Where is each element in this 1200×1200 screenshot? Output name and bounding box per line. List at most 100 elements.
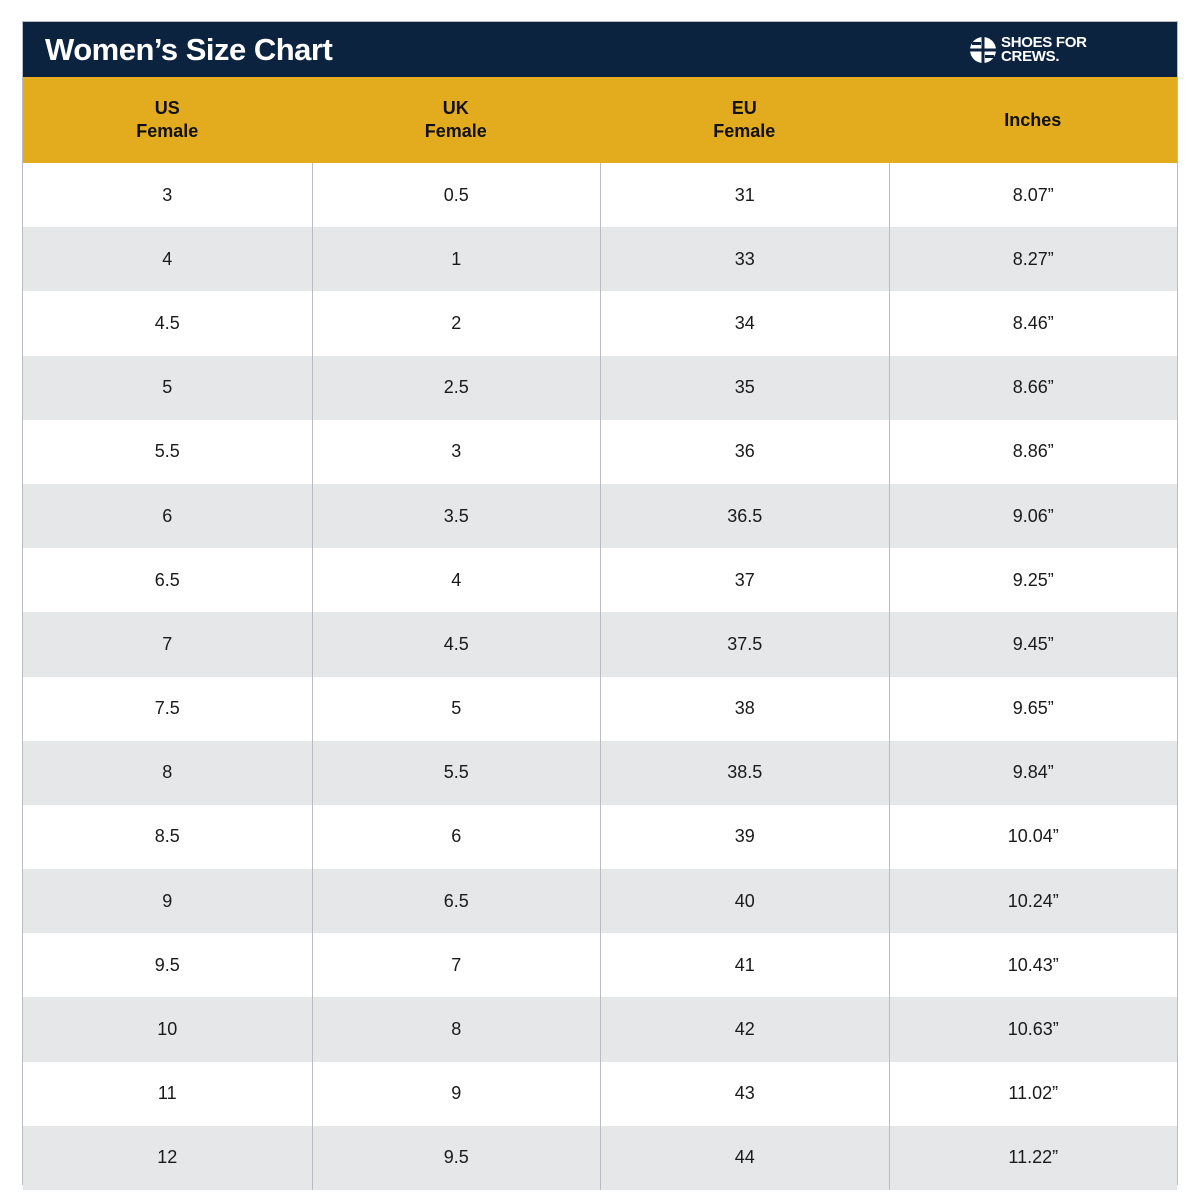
table-row: 5.5 3 36 8.86” <box>23 419 1178 484</box>
column-header-eu: EU Female <box>600 77 889 163</box>
cell-us: 7.5 <box>154 698 180 719</box>
brand-logo-icon <box>969 36 997 64</box>
brand-logo: SHOES FOR CREWS. <box>969 34 1087 66</box>
cell-uk: 6 <box>311 804 601 870</box>
cell-us: 4.5 <box>154 312 180 333</box>
cell-inches: 8.07” <box>888 163 1178 228</box>
brand-name: SHOES FOR CREWS. <box>1001 34 1087 65</box>
cell-uk: 6.5 <box>311 869 601 934</box>
cell-eu: 34 <box>600 291 889 356</box>
cell-eu: 41 <box>600 933 889 998</box>
column-header-uk: UK Female <box>312 77 601 163</box>
cell-uk: 7 <box>311 933 601 998</box>
cell-inches: 10.04” <box>888 804 1178 870</box>
cell-eu: 36.5 <box>600 483 889 549</box>
column-header-inches: Inches <box>889 77 1178 163</box>
cell-eu: 33 <box>600 227 889 292</box>
cell-inches: 9.25” <box>888 548 1178 613</box>
cell-us: 8.5 <box>154 826 180 847</box>
cell-inches: 9.06” <box>888 483 1178 549</box>
table-row: 9 6.5 40 10.24” <box>23 869 1178 934</box>
table-row: 7 4.5 37.5 9.45” <box>23 612 1178 677</box>
cell-us: 8 <box>162 762 173 783</box>
cell-inches: 11.02” <box>888 1061 1178 1126</box>
size-chart: Women’s Size Chart SHOES FOR CREWS. US F… <box>22 21 1178 1190</box>
cell-inches: 10.63” <box>888 997 1178 1062</box>
cell-uk: 1 <box>311 227 601 292</box>
cell-eu: 40 <box>600 869 889 934</box>
column-header-line: UK <box>442 98 469 118</box>
cell-uk: 2 <box>311 291 601 356</box>
cell-inches: 9.45” <box>888 612 1178 677</box>
cell-uk: 4.5 <box>311 612 601 677</box>
table-row: 6.5 4 37 9.25” <box>23 548 1178 613</box>
cell-eu: 36 <box>600 419 889 484</box>
brand-line-2: CREWS. <box>1001 48 1060 65</box>
table-row: 5 2.5 35 8.66” <box>23 355 1178 420</box>
cell-inches: 8.27” <box>888 227 1178 292</box>
brand-line-1: SHOES FOR <box>1001 34 1087 51</box>
column-headers: US Female UK Female EU Female Inches <box>23 77 1177 163</box>
cell-us: 5 <box>162 377 173 398</box>
cell-eu: 38.5 <box>600 740 889 805</box>
cell-inches: 8.66” <box>888 355 1178 420</box>
cell-us: 12 <box>157 1147 178 1168</box>
cell-eu: 43 <box>600 1061 889 1126</box>
cell-us: 9.5 <box>154 954 180 975</box>
cell-uk: 9.5 <box>311 1125 601 1190</box>
cell-uk: 8 <box>311 997 601 1062</box>
cell-eu: 35 <box>600 355 889 420</box>
cell-us: 6 <box>162 505 173 526</box>
cell-us: 9 <box>162 890 173 911</box>
cell-inches: 10.24” <box>888 869 1178 934</box>
column-header-line: Inches <box>1004 109 1062 130</box>
table-row: 7.5 5 38 9.65” <box>23 676 1178 741</box>
page-title: Women’s Size Chart <box>45 32 333 67</box>
table-row: 9.5 7 41 10.43” <box>23 933 1178 998</box>
cell-uk: 9 <box>311 1061 601 1126</box>
cell-inches: 8.86” <box>888 419 1178 484</box>
cell-inches: 9.65” <box>888 676 1178 741</box>
cell-uk: 0.5 <box>311 163 601 228</box>
cell-us: 3 <box>162 184 173 205</box>
cell-us: 10 <box>157 1019 178 1040</box>
table-row: 4 1 33 8.27” <box>23 227 1178 292</box>
cell-uk: 3.5 <box>311 483 601 549</box>
title-bar: Women’s Size Chart SHOES FOR CREWS. <box>23 22 1177 77</box>
cell-uk: 5 <box>311 676 601 741</box>
cell-uk: 2.5 <box>311 355 601 420</box>
cell-inches: 8.46” <box>888 291 1178 356</box>
cell-us: 7 <box>162 633 173 654</box>
table-body: 3 0.5 31 8.07” 4 1 33 8.27” 4.5 2 34 8.46” 5 2.5 35 8.6… <box>23 163 1177 1190</box>
cell-inches: 11.22” <box>888 1125 1178 1190</box>
cell-us: 6.5 <box>154 569 180 590</box>
column-header-line: Female <box>424 121 487 141</box>
table-row: 11 9 43 11.02” <box>23 1061 1178 1126</box>
cell-us: 5.5 <box>154 441 180 462</box>
cell-us: 4 <box>162 248 173 269</box>
column-header-us: US Female <box>23 77 312 163</box>
cell-eu: 38 <box>600 676 889 741</box>
column-header-line: Female <box>713 121 776 141</box>
table-row: 12 9.5 44 11.22” <box>23 1125 1178 1190</box>
cell-uk: 3 <box>311 419 601 484</box>
cell-uk: 4 <box>311 548 601 613</box>
column-header-line: Female <box>136 121 199 141</box>
cell-eu: 42 <box>600 997 889 1062</box>
cell-inches: 9.84” <box>888 740 1178 805</box>
table-row: 3 0.5 31 8.07” <box>23 163 1178 228</box>
cell-eu: 31 <box>600 163 889 228</box>
cell-eu: 39 <box>600 804 889 870</box>
table-row: 6 3.5 36.5 9.06” <box>23 483 1178 549</box>
table-row: 8 5.5 38.5 9.84” <box>23 740 1178 805</box>
cell-inches: 10.43” <box>888 933 1178 998</box>
table-row: 8.5 6 39 10.04” <box>23 804 1178 870</box>
cell-us: 11 <box>157 1083 177 1104</box>
cell-eu: 37.5 <box>600 612 889 677</box>
table-row: 4.5 2 34 8.46” <box>23 291 1178 356</box>
cell-eu: 44 <box>600 1125 889 1190</box>
cell-uk: 5.5 <box>311 740 601 805</box>
column-header-line: EU <box>731 98 757 118</box>
table-row: 10 8 42 10.63” <box>23 997 1178 1062</box>
column-header-line: US <box>154 98 180 118</box>
